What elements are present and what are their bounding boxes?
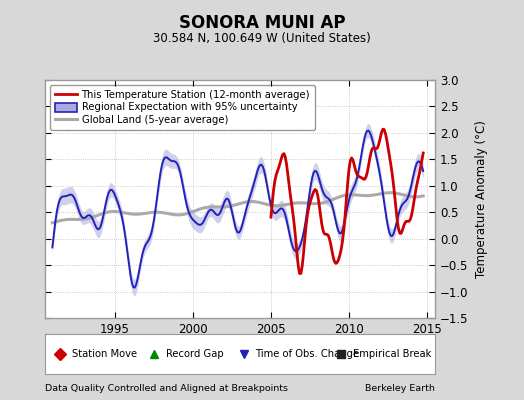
Text: Berkeley Earth: Berkeley Earth (365, 384, 435, 393)
Legend: This Temperature Station (12-month average), Regional Expectation with 95% uncer: This Temperature Station (12-month avera… (50, 85, 315, 130)
Text: Empirical Break: Empirical Break (353, 349, 431, 359)
Text: 30.584 N, 100.649 W (United States): 30.584 N, 100.649 W (United States) (153, 32, 371, 45)
Text: Data Quality Controlled and Aligned at Breakpoints: Data Quality Controlled and Aligned at B… (45, 384, 288, 393)
Y-axis label: Temperature Anomaly (°C): Temperature Anomaly (°C) (475, 120, 488, 278)
Text: Record Gap: Record Gap (166, 349, 223, 359)
Text: Time of Obs. Change: Time of Obs. Change (255, 349, 359, 359)
Text: SONORA MUNI AP: SONORA MUNI AP (179, 14, 345, 32)
Text: Station Move: Station Move (72, 349, 137, 359)
